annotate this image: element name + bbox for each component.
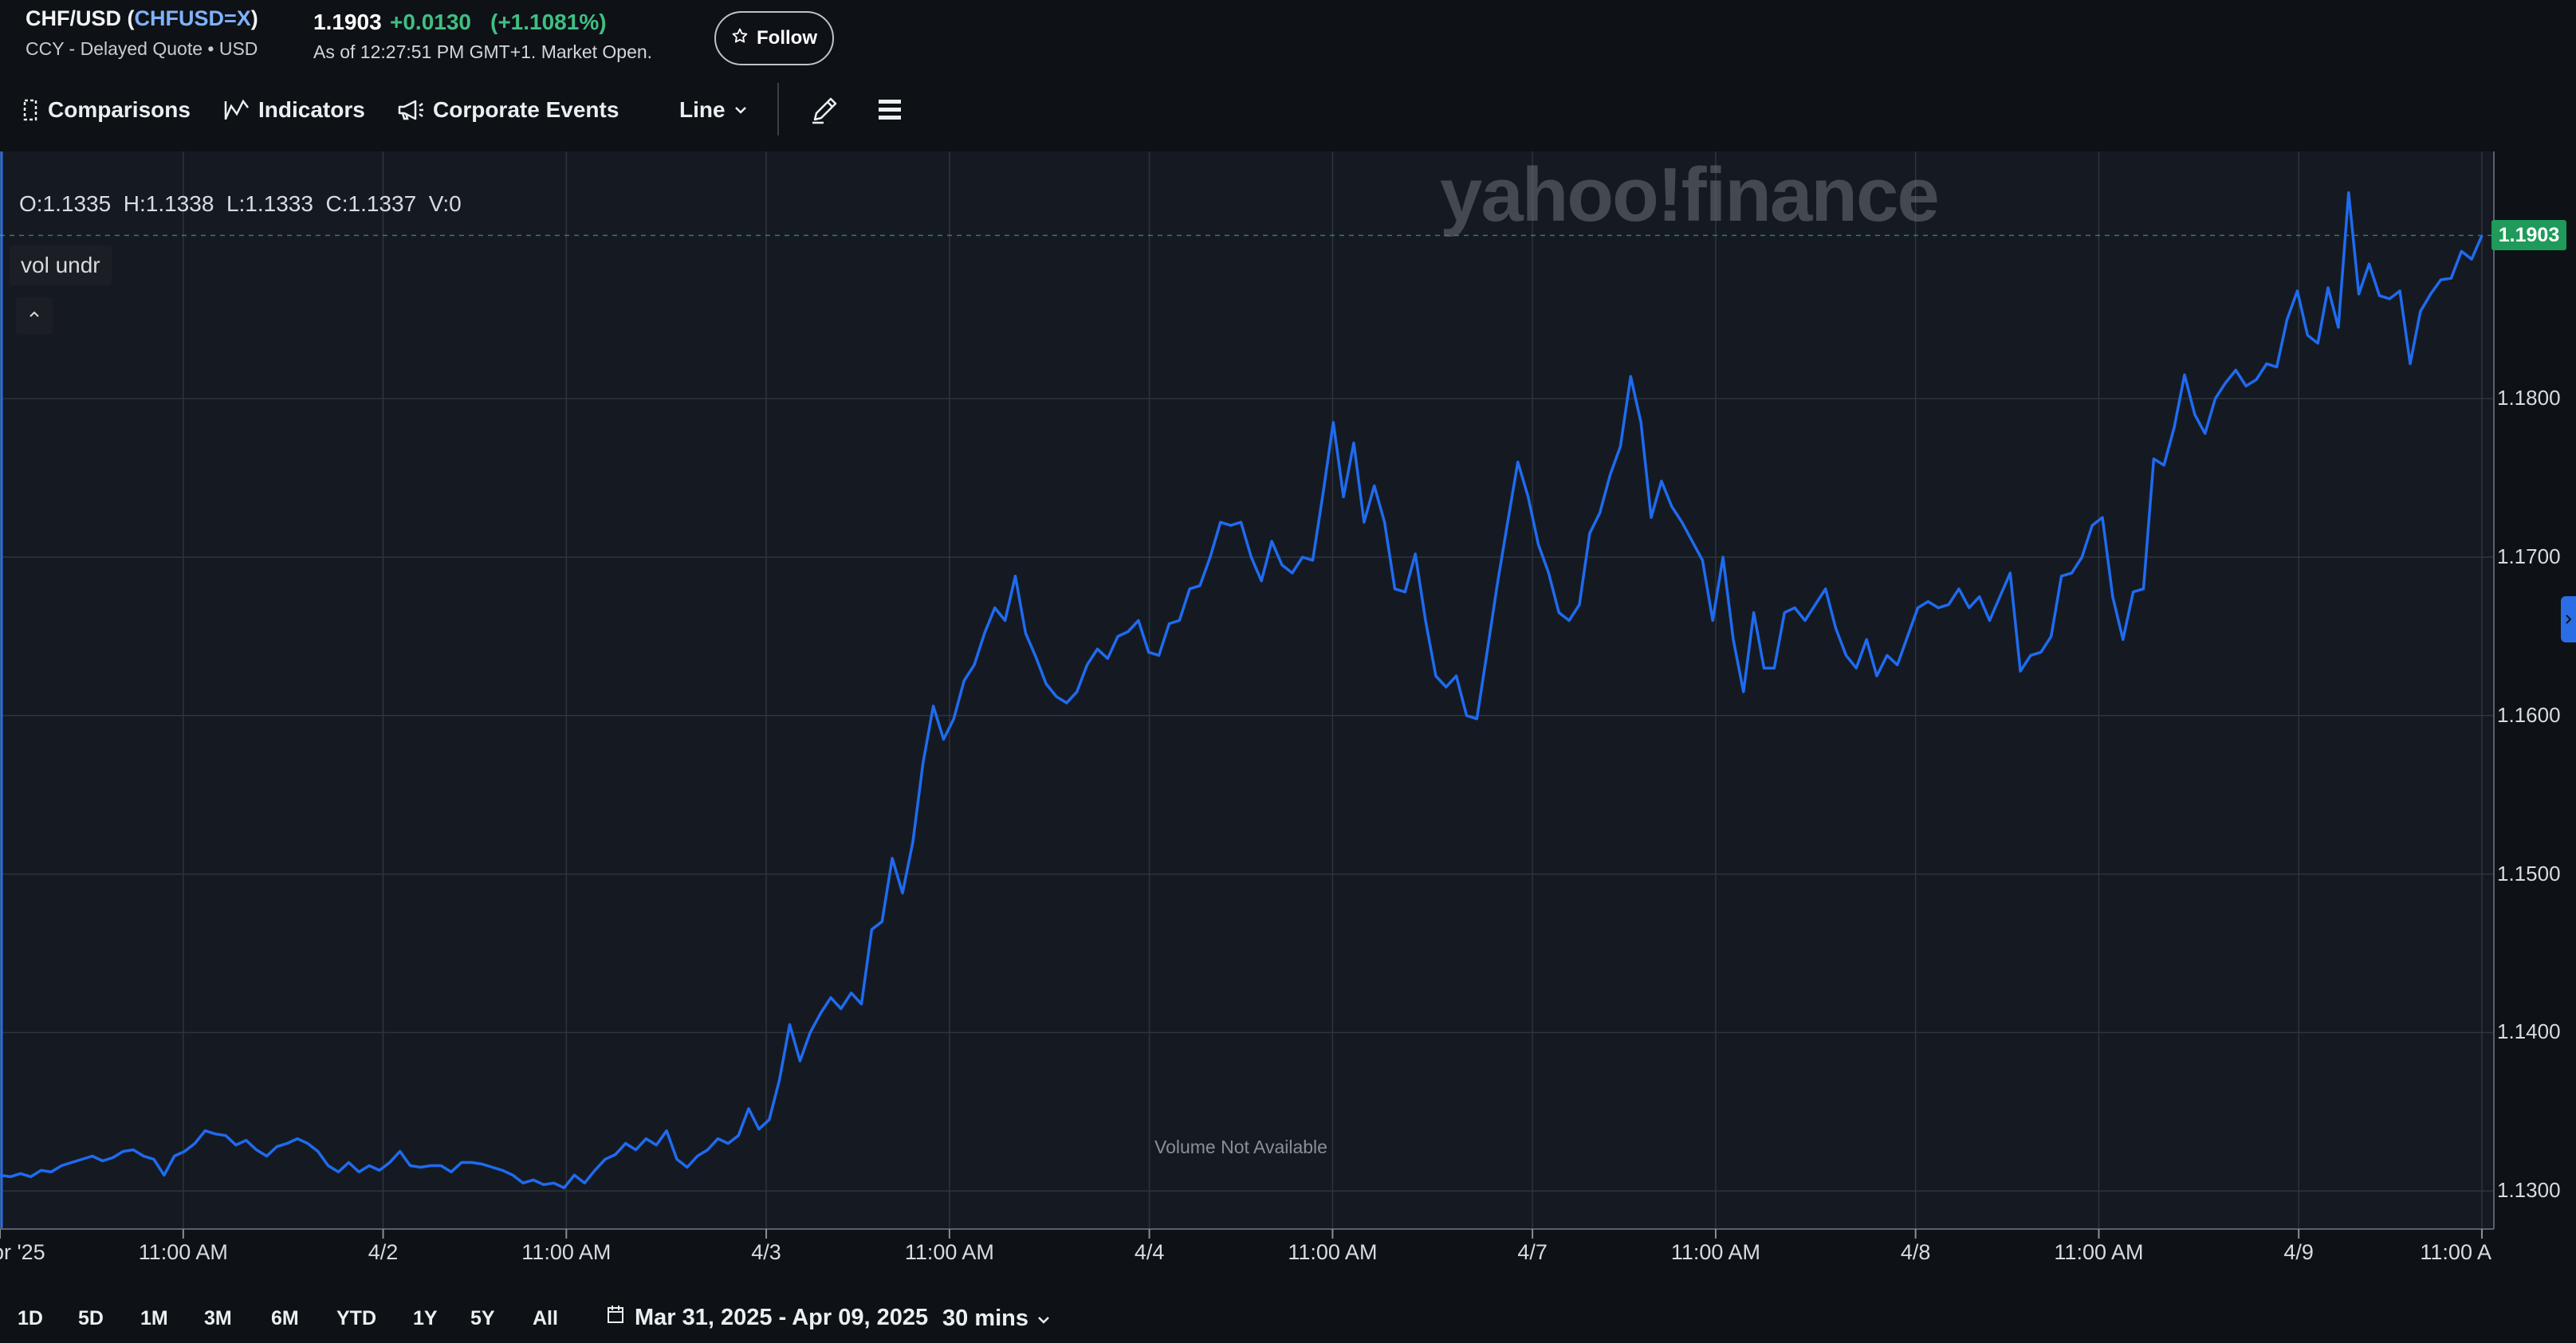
x-axis-ticks — [0, 1229, 2483, 1239]
draw-button[interactable] — [808, 94, 840, 126]
follow-label: Follow — [757, 27, 817, 49]
x-tick-label: 11:00 AM — [521, 1240, 612, 1264]
quote-timestamp: As of 12:27:51 PM GMT+1. Market Open. — [313, 41, 653, 62]
interval-label: 30 mins — [942, 1306, 1028, 1331]
volume-indicator-label[interactable]: vol undr — [10, 245, 112, 285]
range-button-all[interactable]: All — [533, 1307, 558, 1329]
plot-area — [0, 151, 2494, 1229]
chevron-down-icon — [1036, 1306, 1051, 1332]
yahoo-finance-watermark: yahoo!finance — [1440, 152, 1940, 238]
megaphone-icon — [396, 98, 425, 122]
follow-button[interactable]: Follow — [714, 11, 834, 65]
x-tick-label: 11:00 AM — [1670, 1240, 1760, 1264]
comparisons-button[interactable]: Comparisons — [22, 94, 191, 126]
range-button-5y[interactable]: 5Y — [470, 1307, 495, 1329]
calendar-icon — [606, 1304, 625, 1331]
side-panel-toggle[interactable] — [2561, 596, 2576, 642]
x-tick-label: 4/8 — [1900, 1240, 1931, 1264]
collapse-button[interactable] — [16, 297, 53, 334]
indicators-label: Indicators — [258, 97, 365, 122]
range-button-5d[interactable]: 5D — [78, 1307, 104, 1329]
interval-dropdown[interactable]: 30 mins — [942, 1306, 1051, 1332]
chevron-up-icon — [28, 308, 41, 323]
range-button-ytd[interactable]: YTD — [336, 1307, 376, 1329]
x-tick-label: 4/7 — [1517, 1240, 1548, 1264]
price-change-percent: (+1.1081%) — [490, 10, 607, 34]
toolbar-divider — [777, 83, 779, 135]
indicators-icon — [223, 98, 250, 122]
menu-icon — [875, 96, 904, 124]
symbol-name: CHF/USD — [26, 6, 121, 30]
chart-menu-button[interactable] — [875, 94, 904, 126]
pencil-icon — [808, 94, 840, 126]
range-button-3m[interactable]: 3M — [204, 1307, 232, 1329]
x-tick-label: 11:00 AM — [2054, 1240, 2144, 1264]
x-tick-label: 4/9 — [2283, 1240, 2314, 1264]
star-icon — [731, 27, 749, 50]
comparisons-icon — [22, 98, 40, 122]
y-tick-label: 1.1800 — [2497, 386, 2561, 410]
y-tick-label: 1.1700 — [2497, 544, 2561, 568]
vol-label: vol undr — [21, 253, 100, 277]
quote-subtitle: CCY - Delayed Quote • USD — [26, 38, 258, 59]
x-tick-label: 4/2 — [368, 1240, 399, 1264]
current-price: 1.1903 — [313, 10, 382, 34]
y-tick-label: 1.1300 — [2497, 1178, 2561, 1203]
range-button-1d[interactable]: 1D — [18, 1307, 43, 1329]
current-price-tag: 1.1903 — [2491, 220, 2566, 251]
chevron-down-icon — [733, 104, 748, 116]
date-range-label: Mar 31, 2025 - Apr 09, 2025 — [635, 1304, 929, 1330]
price-series-line — [0, 190, 2484, 1190]
y-tick-label: 1.1600 — [2497, 702, 2561, 727]
price-chart[interactable] — [0, 143, 2576, 1259]
volume-not-available: Volume Not Available — [1154, 1137, 1327, 1157]
chevron-right-icon — [2561, 615, 2576, 646]
y-tick-label: 1.1500 — [2497, 861, 2561, 886]
x-tick-label: 4/4 — [1134, 1240, 1165, 1264]
x-tick-label: 11:00 AM — [138, 1240, 228, 1264]
indicators-button[interactable]: Indicators — [223, 94, 365, 126]
symbol-title: CHF/USD (CHFUSD=X) — [26, 6, 258, 30]
chart-type-label: Line — [679, 97, 726, 122]
y-tick-label: 1.1400 — [2497, 1019, 2561, 1044]
chart-type-dropdown[interactable]: Line — [679, 94, 748, 126]
range-button-1m[interactable]: 1M — [140, 1307, 168, 1329]
date-range-picker[interactable]: Mar 31, 2025 - Apr 09, 2025 — [606, 1304, 928, 1331]
x-tick-label: 4/3 — [751, 1240, 781, 1264]
x-tick-label: 11:00 AM — [1288, 1240, 1378, 1264]
price-change: +0.0130 — [390, 10, 471, 34]
corporate-events-button[interactable]: Corporate Events — [396, 94, 619, 126]
chart-grid — [0, 151, 2494, 1229]
x-tick-label: 11:00 AM — [904, 1240, 994, 1264]
x-tick-label: 11:00 A — [2420, 1240, 2491, 1264]
x-tick-label: pr '25 — [0, 1240, 45, 1264]
ohlc-readout: O:1.1335 H:1.1338 L:1.1333 C:1.1337 V:0 — [19, 191, 462, 216]
range-button-6m[interactable]: 6M — [271, 1307, 299, 1329]
symbol-ticker: CHFUSD=X — [134, 6, 251, 30]
range-button-1y[interactable]: 1Y — [413, 1307, 438, 1329]
comparisons-label: Comparisons — [48, 97, 191, 122]
corporate-events-label: Corporate Events — [433, 97, 619, 122]
